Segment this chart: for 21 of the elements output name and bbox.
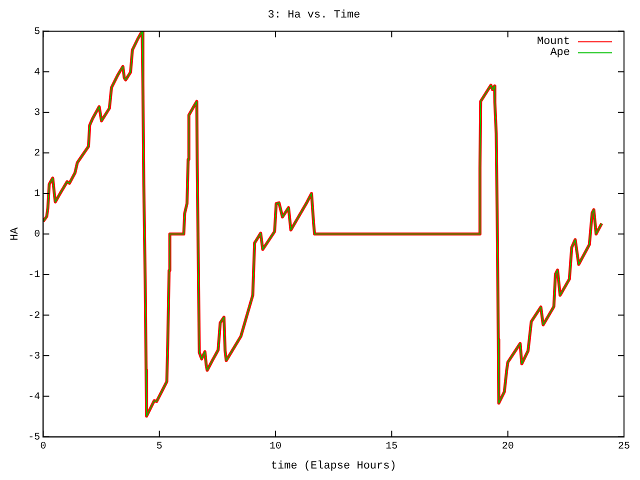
- y-tick-label: 3: [34, 108, 40, 119]
- y-tick-label: -5: [28, 432, 40, 444]
- legend-label: Mount: [536, 36, 570, 48]
- y-tick-label: 1: [34, 189, 40, 200]
- y-tick-label: 4: [34, 67, 40, 78]
- y-axis-title: HA: [10, 227, 22, 241]
- y-tick-label: -4: [28, 392, 40, 403]
- x-tick-label: 15: [386, 441, 398, 452]
- x-axis-title: time (Elapse Hours): [270, 460, 396, 472]
- x-tick-label: 5: [156, 441, 162, 452]
- y-tick-label: 2: [34, 148, 40, 160]
- y-tick-label: -2: [28, 310, 40, 322]
- legend-label: Ape: [550, 47, 570, 60]
- y-tick-label: -1: [28, 270, 40, 282]
- y-tick-label: -3: [28, 351, 40, 362]
- y-tick-label: 0: [34, 230, 40, 241]
- x-tick-label: 10: [270, 441, 282, 452]
- y-tick-label: 5: [34, 26, 40, 38]
- chart-title: 3: Ha vs. Time: [268, 10, 360, 22]
- x-tick-label: 20: [502, 441, 514, 452]
- x-tick-label: 25: [618, 441, 630, 452]
